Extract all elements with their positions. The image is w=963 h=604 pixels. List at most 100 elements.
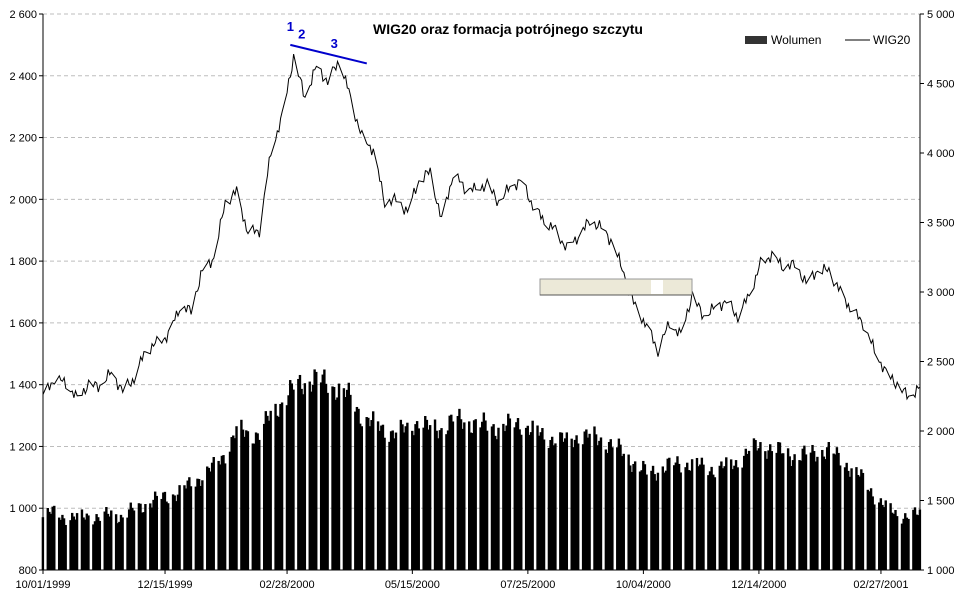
- volume-bar: [710, 466, 713, 570]
- left-axis-tick-label: 1 600: [9, 318, 37, 330]
- volume-bar: [616, 447, 619, 570]
- volume-bar: [80, 509, 84, 570]
- volume-bar: [570, 438, 573, 570]
- volume-bar: [848, 476, 852, 570]
- volume-bar: [767, 450, 770, 570]
- volume-bar: [759, 442, 762, 570]
- volume-bar: [479, 427, 482, 570]
- volume-bar: [233, 438, 237, 570]
- x-axis-tick-label: 12/14/2000: [731, 579, 786, 591]
- volume-bar: [188, 477, 191, 570]
- volume-bar: [791, 460, 795, 570]
- right-axis-tick-label: 2 500: [927, 357, 955, 369]
- volume-bar: [84, 519, 87, 570]
- volume-bar: [505, 425, 508, 570]
- triple-top-trendline: [290, 43, 368, 65]
- volume-bar: [786, 448, 790, 570]
- volume-bar: [61, 514, 64, 570]
- volume-bar: [518, 429, 521, 570]
- volume-bar: [46, 508, 49, 570]
- x-axis-tick-label: 05/15/2000: [385, 579, 440, 591]
- volume-bar: [674, 462, 678, 570]
- volume-bar: [884, 500, 887, 570]
- volume-bar: [843, 467, 847, 570]
- volume-bar: [733, 465, 736, 570]
- volume-bar: [440, 428, 443, 570]
- volume-bar: [425, 419, 429, 570]
- volume-bar: [127, 509, 131, 570]
- volume-bar: [811, 444, 814, 570]
- volume-bar: [747, 450, 751, 570]
- volume-bar: [855, 467, 858, 570]
- wig20-line: [42, 53, 921, 401]
- volume-bar: [380, 425, 383, 570]
- volume-bar: [230, 437, 233, 570]
- volume-bar: [337, 383, 341, 570]
- volume-bar: [832, 453, 835, 570]
- volume-bar: [297, 378, 300, 570]
- x-axis-tick-label: 02/28/2000: [260, 579, 315, 591]
- volume-bar: [607, 441, 611, 570]
- peak-annotation-1: 1: [287, 19, 294, 34]
- volume-bar: [163, 491, 167, 570]
- x-axis-tick-label: 02/27/2001: [853, 579, 908, 591]
- volume-bar: [149, 503, 152, 570]
- volume-bar: [165, 501, 168, 570]
- volume-bar: [712, 474, 715, 570]
- volume-bar: [326, 392, 329, 570]
- volume-bar: [144, 504, 147, 570]
- volume-bar: [142, 512, 145, 570]
- volume-bar: [194, 486, 198, 570]
- volume-bar: [834, 454, 837, 570]
- volume-bar: [798, 460, 801, 570]
- volume-bar: [531, 420, 534, 570]
- volume-bar: [139, 503, 142, 570]
- volume-bar: [894, 510, 897, 570]
- volume-bar: [643, 464, 647, 570]
- volume-bar: [611, 447, 614, 570]
- volume-bar: [399, 419, 403, 570]
- volume-bar: [490, 426, 494, 570]
- right-axis-tick-label: 3 500: [927, 218, 955, 230]
- volume-bar: [575, 435, 578, 570]
- volume-bar: [53, 505, 56, 570]
- volume-bar: [746, 453, 749, 570]
- volume-bar: [858, 476, 861, 570]
- volume-bar: [114, 514, 118, 570]
- volume-bar: [262, 423, 266, 570]
- volume-bar: [64, 524, 67, 570]
- volume-bar: [48, 511, 51, 570]
- volume-bar: [446, 430, 450, 570]
- volume-bar: [497, 427, 500, 570]
- volume-bar: [264, 411, 268, 570]
- volume-bar: [604, 449, 608, 570]
- volume-bar: [253, 443, 256, 570]
- volume-bar: [223, 463, 227, 570]
- volume-bar: [700, 457, 704, 570]
- volume-bar: [617, 438, 621, 570]
- volume-bar: [217, 460, 220, 570]
- volume-bar: [651, 465, 655, 570]
- volume-bar: [438, 430, 442, 570]
- volume-bar: [402, 432, 406, 570]
- volume-bar: [435, 430, 438, 570]
- volume-bar: [354, 411, 357, 570]
- volume-bar: [577, 443, 580, 570]
- volume-bar: [411, 430, 414, 570]
- volume-bar: [331, 386, 334, 570]
- volume-bar: [882, 507, 886, 570]
- volume-bar: [235, 426, 238, 570]
- volume-bar: [319, 382, 323, 570]
- volume-bar: [650, 470, 653, 570]
- volume-bar: [404, 426, 407, 570]
- volume-bar: [401, 424, 404, 570]
- volume-bar: [632, 463, 635, 570]
- volume-bar: [856, 474, 860, 570]
- volume-bar: [347, 382, 350, 570]
- volume-bar: [780, 453, 783, 570]
- volume-bar: [904, 513, 907, 570]
- volume-bar: [321, 374, 324, 570]
- volume-bar: [365, 417, 368, 570]
- volume-bar: [878, 502, 881, 570]
- volume-bar: [847, 470, 850, 570]
